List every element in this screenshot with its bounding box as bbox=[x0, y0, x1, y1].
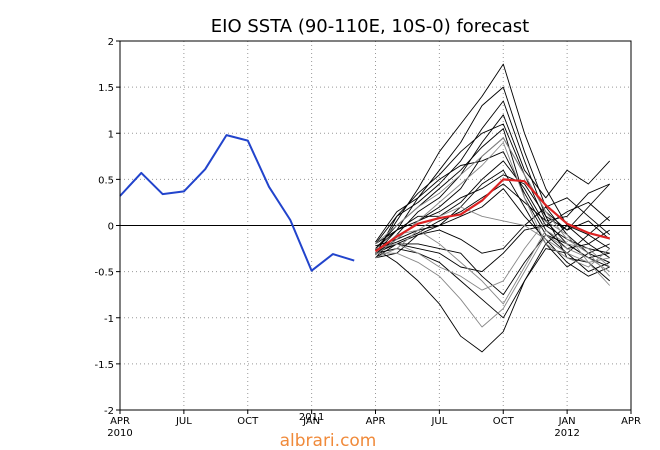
ensemble-member-line bbox=[375, 100, 611, 245]
x-tick-label: APR bbox=[110, 416, 130, 427]
observed-series-line bbox=[119, 134, 355, 272]
y-tick-label: 2 bbox=[108, 37, 114, 48]
ensemble-member-line bbox=[375, 229, 610, 305]
ensemble-member-line bbox=[375, 201, 610, 273]
x-year-label: 2010 bbox=[107, 428, 132, 439]
x-tick-label: JAN bbox=[558, 416, 576, 427]
x-tick-label: OCT bbox=[237, 416, 259, 427]
ensemble-member-line bbox=[375, 183, 610, 250]
y-tick-label: -2 bbox=[104, 406, 114, 417]
x-tick-label: JUL bbox=[430, 416, 447, 427]
ensemble-member-lines bbox=[375, 63, 611, 353]
ensemble-member-line bbox=[375, 174, 610, 282]
y-tick-label: 1 bbox=[108, 129, 114, 140]
ensemble-member-line bbox=[375, 197, 610, 259]
ensemble-member-line bbox=[375, 248, 610, 353]
ensemble-member-line bbox=[375, 225, 610, 319]
ensemble-member-line bbox=[375, 86, 610, 263]
ensemble-member-line bbox=[375, 220, 611, 291]
x-tick-label: APR bbox=[621, 416, 641, 427]
ensemble-member-line bbox=[375, 160, 610, 254]
x-tick-label: OCT bbox=[493, 416, 515, 427]
ensemble-member-line bbox=[375, 151, 610, 250]
watermark-text: albrari.com bbox=[280, 431, 377, 450]
y-tick-label: -1.5 bbox=[94, 360, 114, 371]
ensemble-member-line bbox=[375, 142, 610, 268]
chart-title: EIO SSTA (90-110E, 10S-0) forecast bbox=[211, 16, 529, 37]
x-tick-label: JAN bbox=[302, 416, 320, 427]
ensemble-member-line bbox=[375, 234, 610, 328]
y-tick-label: -0.5 bbox=[94, 268, 114, 279]
ensemble-member-line bbox=[375, 137, 611, 277]
ensemble-member-line bbox=[375, 206, 610, 263]
x-year-label: 2012 bbox=[554, 428, 579, 439]
ensemble-mean-line bbox=[374, 178, 610, 253]
y-tick-label: 1.5 bbox=[98, 83, 114, 94]
x-year-label: 2011 bbox=[299, 412, 324, 423]
main-series-lines bbox=[119, 134, 610, 272]
ensemble-member-line bbox=[375, 188, 610, 277]
x-tick-label: APR bbox=[366, 416, 386, 427]
y-tick-label: 0.5 bbox=[98, 175, 114, 186]
ensemble-member-line bbox=[375, 123, 610, 256]
x-tick-label: JUL bbox=[175, 416, 192, 427]
y-tick-label: 0 bbox=[108, 222, 114, 233]
plot-frame bbox=[119, 40, 632, 411]
y-tick-label: -1 bbox=[104, 314, 114, 325]
